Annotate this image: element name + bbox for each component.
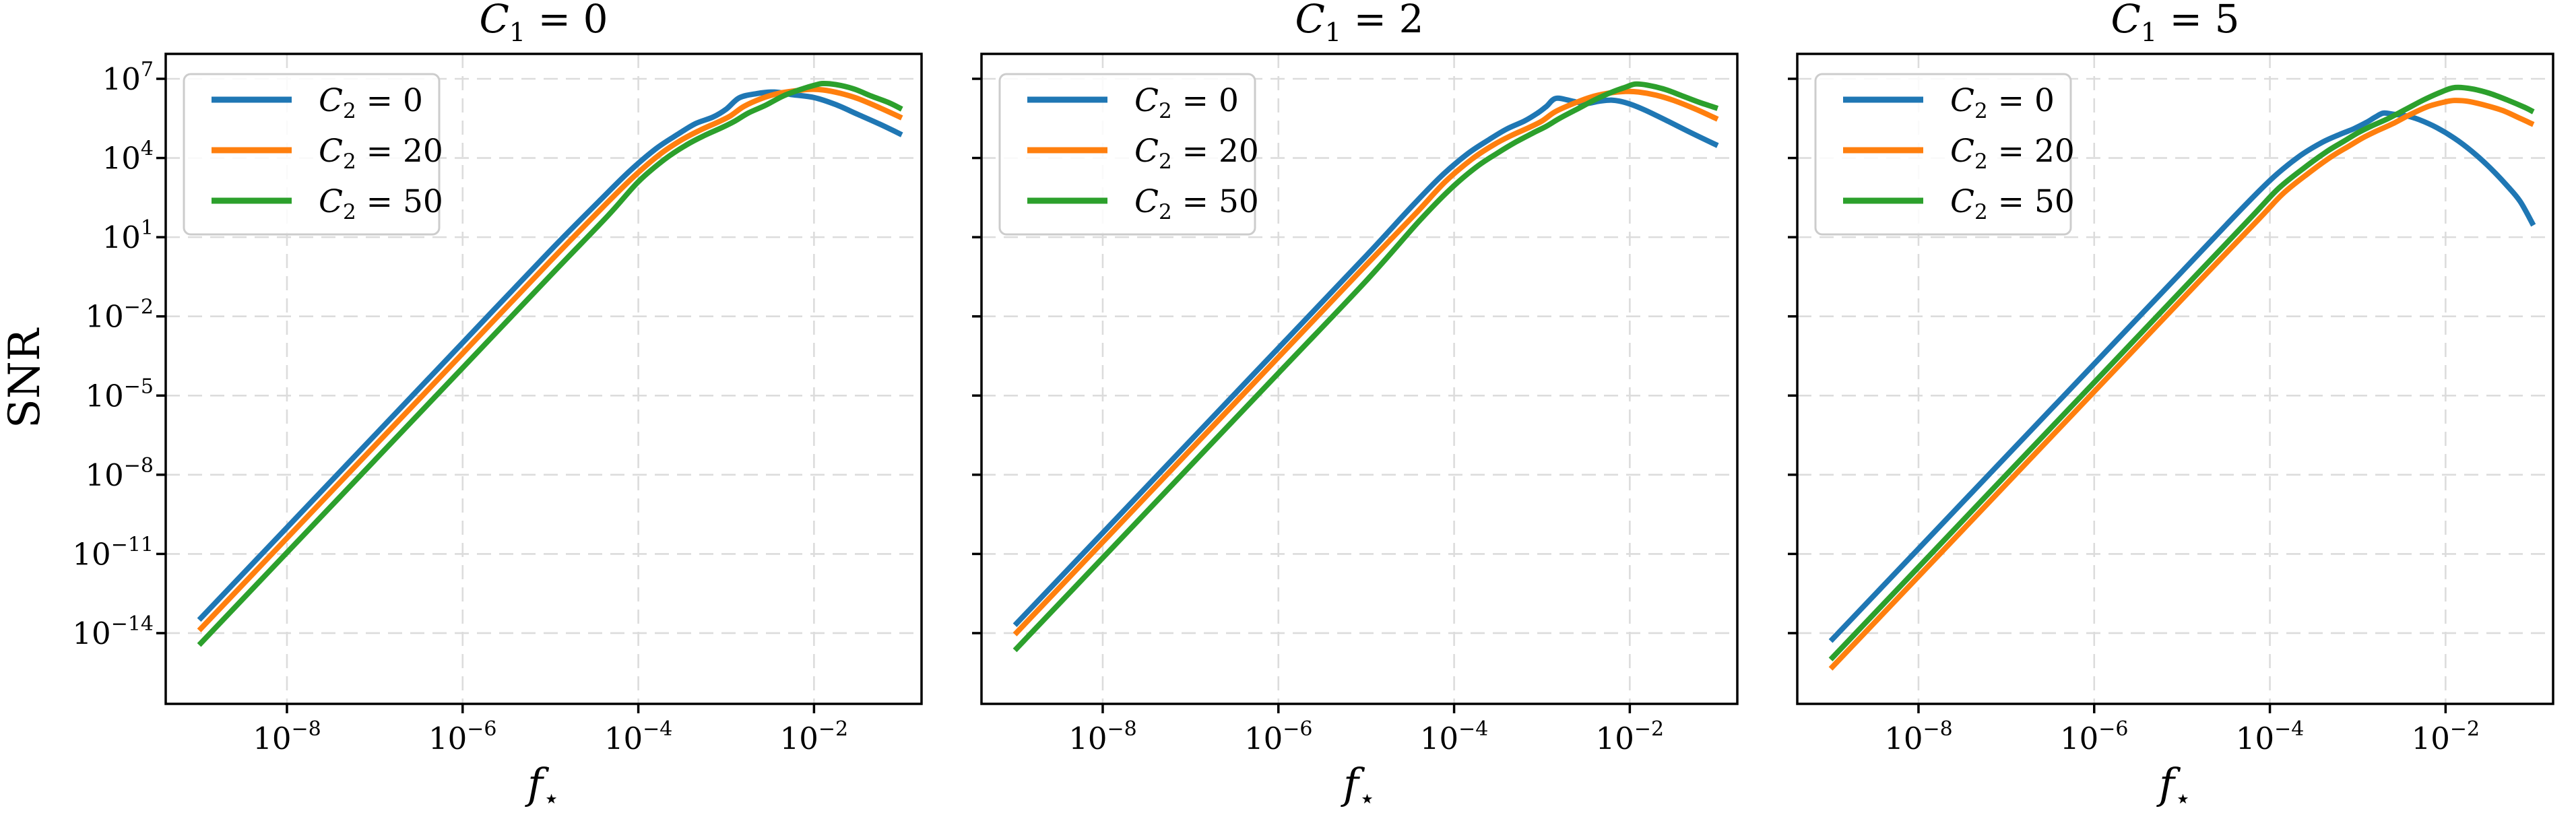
x-tick-label: 10−2 (1596, 717, 1665, 756)
legend-label-c2-20: C2 = 20 (1134, 133, 1259, 174)
curve-c2-20 (1828, 98, 2535, 671)
legend-box (1814, 73, 2072, 236)
panel-title: C1 = 5 (2111, 0, 2240, 47)
panel-title: C1 = 2 (1295, 0, 1424, 47)
ticks (156, 77, 816, 713)
grid (981, 54, 1737, 704)
y-tick-label: 101 (102, 216, 154, 255)
y-tick-label: 10−14 (72, 612, 154, 651)
panel-c1-0: 10−8 10−6 10−4 10−2 107 104 101 10−2 10−5 10−8 10−… (72, 0, 923, 814)
x-tick-label: 10−4 (604, 717, 673, 756)
curve-c2-20 (1012, 88, 1719, 637)
panel-title: C1 = 0 (480, 0, 608, 47)
axes-frame (980, 53, 1739, 705)
y-tick-label: 104 (102, 137, 154, 176)
x-tick-label: 10−8 (253, 717, 321, 756)
ticks (1788, 77, 2447, 713)
legend-label-c2-20: C2 = 20 (1950, 133, 2075, 174)
y-axis-label: SNR (0, 327, 50, 428)
x-axis-label: f⋆ (1341, 759, 1376, 814)
x-axis-label: f⋆ (525, 759, 560, 814)
x-tick-label: 10−6 (1244, 717, 1313, 756)
y-tick-label: 10−2 (86, 296, 154, 335)
legend-label-c2-0: C2 = 0 (1950, 82, 2055, 123)
panel-c1-5: 10−8 10−6 10−4 10−2C1 = 5f⋆C2 = 0C2 = 20C2 … (1788, 0, 2554, 814)
axes-frame (1796, 53, 2554, 705)
legend-label-c2-50: C2 = 50 (1950, 183, 2075, 224)
curve-c2-0 (1012, 95, 1719, 627)
curve-c2-50 (1828, 84, 2535, 661)
grid (166, 54, 922, 704)
legend-label-c2-20: C2 = 20 (319, 133, 443, 174)
x-tick-label: 10−8 (1884, 717, 1953, 756)
curve-c2-0 (197, 89, 903, 622)
y-tick-label: 107 (102, 58, 154, 97)
grid (1797, 54, 2553, 704)
x-tick-label: 10−8 (1068, 717, 1137, 756)
legend-label-c2-0: C2 = 0 (319, 82, 423, 123)
x-tick-label: 10−6 (428, 717, 497, 756)
x-tick-label: 10−6 (2060, 717, 2129, 756)
x-tick-label: 10−4 (2236, 717, 2305, 756)
curve-c2-20 (197, 86, 903, 632)
curve-c2-50 (1012, 81, 1719, 653)
x-tick-label: 10−2 (2412, 717, 2480, 756)
legend: C2 = 0 C2 = 20 C2 = 50 (998, 73, 1259, 236)
axes-frame (164, 53, 923, 705)
legend: C2 = 0 C2 = 20 C2 = 50 (183, 73, 443, 236)
legend-label-c2-0: C2 = 0 (1134, 82, 1239, 123)
y-tick-label: 10−5 (86, 374, 154, 414)
legend-label-c2-50: C2 = 50 (1134, 183, 1259, 224)
curve-c2-0 (1828, 110, 2536, 643)
ticks (972, 77, 1632, 713)
y-tick-label: 10−8 (86, 454, 154, 493)
legend-box (998, 73, 1256, 236)
y-tick-label: 10−11 (72, 533, 154, 572)
legend-box (183, 73, 441, 236)
x-tick-label: 10−4 (1420, 717, 1489, 756)
x-axis-label: f⋆ (2156, 759, 2191, 814)
panel-c1-2: 10−8 10−6 10−4 10−2C1 = 2f⋆C2 = 0C2 = 20C2 … (972, 0, 1739, 814)
curve-c2-50 (197, 80, 903, 647)
x-tick-label: 10−2 (780, 717, 849, 756)
legend-label-c2-50: C2 = 50 (319, 183, 443, 224)
legend: C2 = 0 C2 = 20 C2 = 50 (1814, 73, 2075, 236)
